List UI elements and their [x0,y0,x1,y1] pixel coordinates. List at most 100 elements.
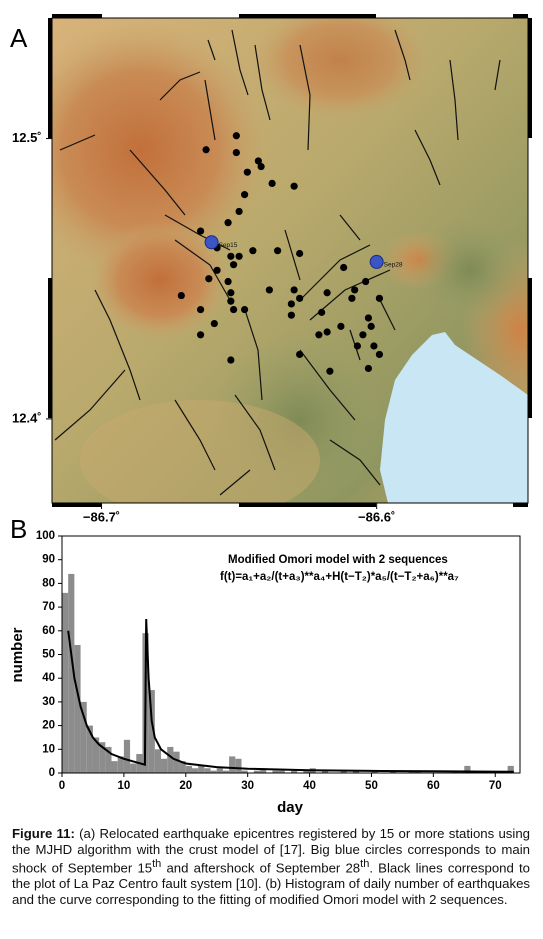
epicentre [229,305,238,314]
x-tick-label: 60 [427,780,440,792]
bar [92,737,100,773]
bar [235,758,242,773]
y-tick-label: 100 [36,530,55,542]
caption: Figure 11: (a) Relocated earthquake epic… [12,826,530,907]
epicentre [196,305,205,314]
epicentre [254,157,262,165]
epicentre [375,294,384,302]
epicentre [353,342,362,350]
bar [74,645,81,773]
epicentre [287,300,295,308]
bar [222,770,230,773]
epicentre [337,322,345,330]
faults [54,29,501,496]
main-shock [369,254,384,269]
epicentre [315,331,323,339]
epicentre [290,182,298,190]
main-shock-label: Sep15 [219,242,238,249]
lon-tick-label: −86.6˚ [358,509,395,524]
x-tick-label: 50 [365,780,378,792]
bar [352,770,360,773]
panel-label: A [10,23,28,53]
y-tick-label: 40 [42,672,55,684]
epicentre [227,252,235,260]
bar [229,756,236,773]
epicentre [227,289,235,297]
x-tick-label: 10 [117,780,130,792]
epicentre [296,249,304,258]
y-tick-label: 10 [42,743,55,755]
panel-label: B [10,514,27,544]
epicentre [364,314,373,322]
epicentre [257,162,265,171]
bar [191,768,199,773]
epicentre [196,331,205,339]
epicentre [229,261,238,269]
bar [278,770,285,773]
bar [204,768,211,773]
epicentre [359,331,367,339]
y-tick-label: 80 [42,577,55,589]
bar [216,768,223,773]
caption-text: (a) Relocated earthquake epicentres regi… [12,826,530,876]
epicentre [287,311,295,319]
epicentre [235,207,243,216]
epicentre [227,356,235,364]
bar [86,725,93,773]
figure: A B Modified Omori model with 2 sequence… [9,14,532,816]
bar [272,770,279,773]
bar [167,746,174,773]
epicentre [364,364,373,373]
epicentre [367,322,375,330]
bar [161,758,168,773]
x-tick-label: 30 [241,780,254,792]
caption-text: . Black lines correspond to the plot of … [12,860,530,907]
y-tick-label: 60 [42,625,55,637]
epicentre [268,179,276,188]
epicentre [224,277,232,286]
bar [253,770,261,773]
epicentre [235,252,243,260]
annotation-formula: f(t)=a₁+a₂/(t+a₃)**a₄+H(t−T₂)*a₅/(t−T₂+a… [220,571,459,583]
bar [154,749,162,773]
epicentre [213,266,221,274]
bar [198,765,205,773]
epicentre [241,191,249,199]
lon-tick-label: −86.7˚ [83,509,120,524]
epicentre [243,168,251,176]
epicentre [274,247,282,255]
y-tick-label: 70 [42,601,55,613]
epicentre [351,286,359,294]
bar [148,690,155,773]
y-tick-label: 20 [42,720,55,732]
bar [62,592,69,773]
caption-sup: th [152,858,162,871]
bar [260,768,267,773]
epicentre [370,342,378,350]
epicentre [362,277,370,286]
bar [210,770,217,773]
lat-tick-label: 12.5˚ [12,130,42,145]
epicentre [348,294,356,302]
main-shock [204,235,219,250]
fit-curve [67,618,514,773]
epicentre [323,328,331,336]
y-axis-label: number [9,627,26,682]
caption-sup: th [360,858,370,871]
bar [185,765,192,773]
x-axis-label: day [277,799,304,816]
epicentre [318,308,326,316]
epicentre [232,132,240,140]
epicentre [205,275,213,283]
epicentre [296,350,304,359]
epicentre [326,367,334,375]
epicentre [210,319,218,328]
y-tick-label: 0 [49,767,55,779]
bar [117,756,124,773]
epicentre [177,291,185,300]
bar [111,761,118,773]
map-frame-bars [48,14,532,507]
epicentre [340,263,348,272]
bar [179,761,186,773]
